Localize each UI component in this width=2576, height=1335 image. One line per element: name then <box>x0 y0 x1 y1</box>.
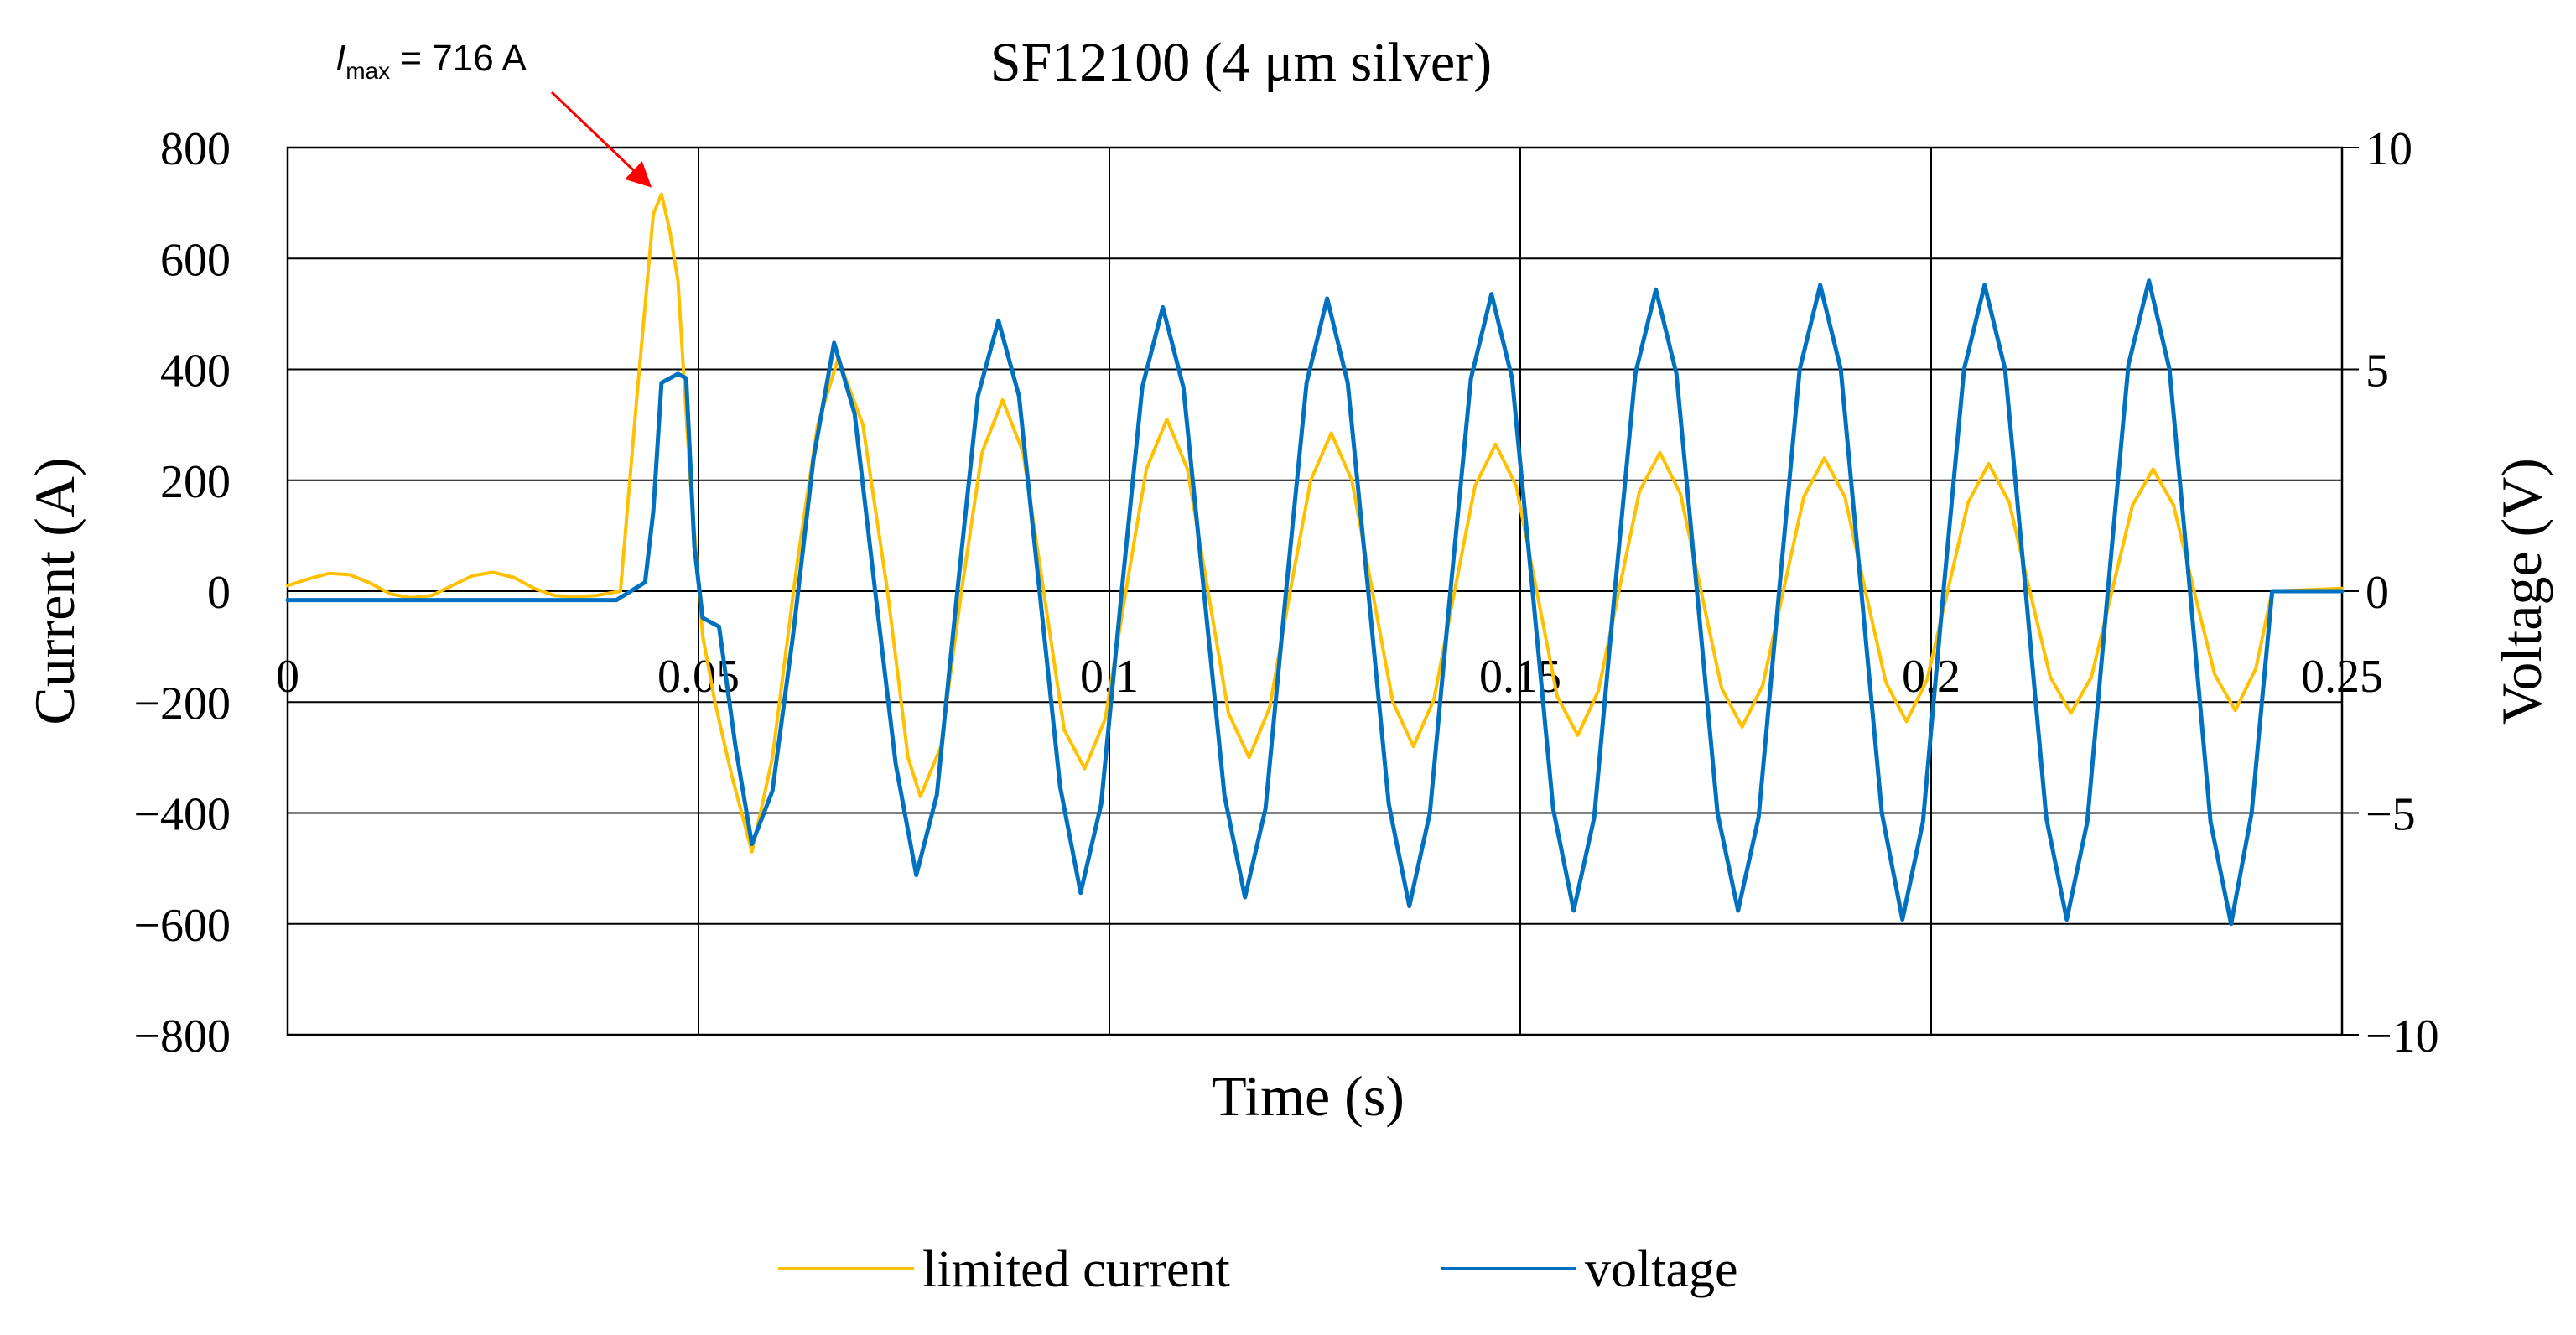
y-left-tick-label: 400 <box>160 345 231 397</box>
y-left-tick-label: 0 <box>207 567 231 619</box>
x-tick-label: 0 <box>276 651 299 703</box>
y-right-axis-ticks: 10 5 0 −5 −10 <box>2342 123 2439 1062</box>
legend-label-current: limited current <box>922 1241 1230 1298</box>
y-right-tick-label: −10 <box>2366 1010 2439 1062</box>
peak-annotation: Imax = 716 A <box>335 38 652 188</box>
y-right-tick-label: 5 <box>2366 345 2389 397</box>
annotation-value: = 716 A <box>390 38 527 79</box>
series-layer <box>285 192 2345 927</box>
annotation-arrow <box>550 91 652 188</box>
annotation-subscript: max <box>345 58 390 84</box>
y-left-tick-label: −800 <box>133 1010 231 1062</box>
y-right-tick-label: −5 <box>2366 789 2416 841</box>
y-left-tick-label: 800 <box>160 123 231 175</box>
y-left-tick-label: −400 <box>133 789 231 841</box>
annotation-label: Imax = 716 A <box>335 38 527 84</box>
y-right-tick-label: 10 <box>2366 123 2412 175</box>
x-axis-label: Time (s) <box>1212 1064 1405 1128</box>
y-right-axis-label: Voltage (V) <box>2490 458 2553 725</box>
y-left-tick-label: 600 <box>160 234 231 286</box>
chart-title: SF12100 (4 μm silver) <box>990 32 1492 93</box>
y-right-tick-label: 0 <box>2366 567 2389 619</box>
legend-label-voltage: voltage <box>1585 1241 1738 1298</box>
x-tick-label: 0.25 <box>2301 651 2383 703</box>
y-left-axis-ticks: 800 600 400 200 0 −200 −400 −600 −800 <box>133 123 231 1062</box>
legend: limited current voltage <box>778 1241 1738 1298</box>
gridlines <box>288 148 2342 1035</box>
series-line-voltage <box>285 278 2345 927</box>
annotation-symbol: I <box>335 38 345 79</box>
x-tick-label: 0.15 <box>1479 651 1561 703</box>
y-left-tick-label: −600 <box>133 900 231 952</box>
series-line-limited-current <box>286 192 2344 854</box>
y-left-tick-label: −200 <box>133 678 231 730</box>
y-left-axis-label: Current (A) <box>23 457 86 725</box>
y-left-tick-label: 200 <box>160 456 231 508</box>
x-axis-ticks: 0 0.05 0.1 0.15 0.2 0.25 <box>276 651 2383 703</box>
